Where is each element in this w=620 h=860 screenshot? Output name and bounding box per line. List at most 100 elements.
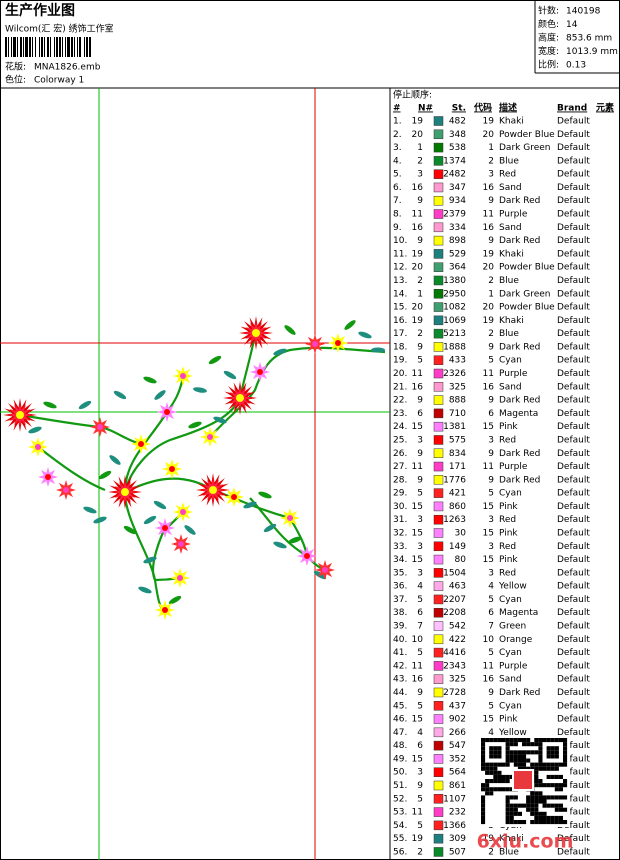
stitches: 2326: [443, 369, 466, 379]
qr-module: [538, 738, 543, 743]
flower-center: [138, 441, 144, 447]
stitches: 710: [449, 409, 466, 419]
leaf: [113, 390, 127, 400]
flower-center: [162, 525, 168, 531]
qr-module: [485, 783, 490, 788]
stitches: 934: [449, 196, 466, 206]
row-number: 27.: [393, 462, 407, 472]
color-swatch: [433, 754, 444, 764]
leaf: [28, 426, 42, 434]
qr-module: [558, 774, 563, 779]
info-label: 高度:: [538, 32, 559, 44]
qr-module: [546, 750, 551, 755]
bar: [56, 37, 58, 57]
stitches: 2208: [443, 608, 466, 618]
info-label: 宽度:: [538, 45, 559, 57]
leaf: [273, 541, 287, 549]
needle: 11: [412, 369, 423, 379]
description: Dark Red: [499, 688, 540, 698]
qr-module: [505, 758, 510, 763]
stitches: 575: [449, 435, 466, 445]
qr-module: [554, 766, 559, 771]
color-swatch: [433, 142, 444, 153]
qr-module: [485, 738, 490, 743]
flower-center: [45, 474, 51, 480]
stitches: 860: [449, 502, 466, 512]
leaf: [263, 523, 277, 533]
code: 15: [483, 502, 494, 512]
leaf: [258, 491, 272, 499]
needle: 11: [412, 808, 423, 818]
qr-module: [538, 758, 543, 763]
qr-module: [542, 783, 547, 788]
qr-module: [526, 803, 531, 808]
info-label: 针数:: [538, 5, 559, 17]
needle: 5: [417, 794, 423, 804]
leaf: [109, 455, 121, 465]
row-number: 17.: [393, 329, 407, 339]
leaf: [123, 525, 137, 535]
brand: Default: [557, 608, 590, 618]
row-number: 35.: [393, 568, 407, 578]
bar: [23, 37, 24, 57]
row-number: 22.: [393, 396, 407, 406]
qr-module: [522, 750, 527, 755]
code: 19: [483, 249, 495, 259]
qr-module: [538, 811, 543, 816]
qr-module: [505, 795, 510, 800]
color-swatch: [433, 382, 444, 392]
description: Magenta: [499, 409, 538, 419]
description: Cyan: [499, 595, 522, 605]
qr-module: [517, 803, 522, 808]
qr-module: [563, 783, 568, 788]
qr-module: [489, 766, 494, 771]
brand: Default: [557, 847, 590, 857]
row-number: 45.: [393, 701, 407, 711]
qr-module: [563, 746, 568, 751]
stitches: 538: [449, 143, 466, 153]
qr-module: [563, 820, 568, 825]
needle: 3: [417, 435, 423, 445]
stitches: 422: [449, 635, 466, 645]
row-number: 11.: [393, 249, 407, 259]
needle: 5: [417, 821, 423, 831]
description: Sand: [499, 223, 522, 233]
qr-module: [534, 815, 539, 820]
bar: [71, 37, 73, 57]
qr-module: [563, 754, 568, 759]
needle: 9: [417, 475, 423, 485]
color-swatch: [433, 129, 444, 140]
table: # N# St. 代码 描述 Brand 元素1. 19 482 19 Khaki Default2.…: [393, 102, 614, 858]
qr-module: [497, 787, 502, 792]
qr-module: [501, 774, 506, 779]
code: 19: [483, 316, 495, 326]
qr-module: [517, 738, 522, 743]
needle: 11: [412, 210, 423, 220]
qr-module: [513, 738, 518, 743]
flower-center: [162, 607, 168, 613]
needle: 3: [417, 515, 423, 525]
qr-module: [522, 766, 527, 771]
qr-module: [522, 754, 527, 759]
brand: Default: [557, 210, 590, 220]
description: Green: [499, 622, 526, 632]
row-number: 10.: [393, 236, 407, 246]
qr-module: [513, 750, 518, 755]
qr-module: [497, 746, 502, 751]
row-number: 55.: [393, 834, 407, 844]
qr-module: [513, 754, 518, 759]
qr-module: [530, 795, 535, 800]
brand: Default: [557, 249, 590, 259]
row-number: 14.: [393, 289, 407, 299]
qr-module: [505, 738, 510, 743]
qr-module: [550, 774, 555, 779]
flower-center: [180, 509, 186, 515]
qr-module: [509, 787, 514, 792]
bar: [65, 37, 66, 57]
qr-module: [534, 738, 539, 743]
brand: Default: [557, 728, 590, 738]
stitches: 542: [449, 622, 466, 632]
needle: 15: [412, 715, 423, 725]
color-swatch: [433, 328, 444, 339]
